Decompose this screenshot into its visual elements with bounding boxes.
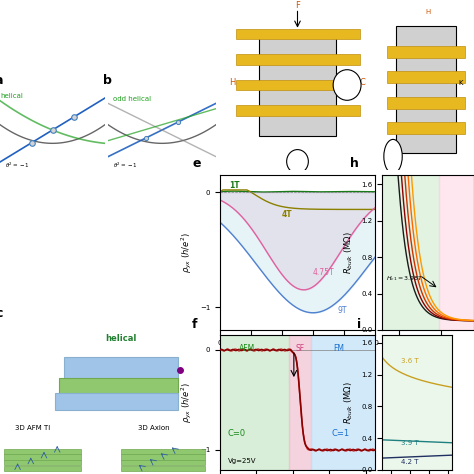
Text: odd helical: odd helical — [113, 96, 152, 101]
Text: 1T: 1T — [229, 181, 240, 190]
Text: 3.6 T: 3.6 T — [401, 358, 419, 364]
Text: C=0: C=0 — [228, 429, 246, 438]
X-axis label: $V_g$ (V): $V_g$ (V) — [284, 351, 310, 365]
Bar — [439, 175, 474, 330]
Text: V: V — [344, 82, 350, 91]
Bar — [289, 335, 311, 470]
Text: 3.9 T: 3.9 T — [401, 439, 419, 446]
Text: $\theta^2 = -1$: $\theta^2 = -1$ — [5, 160, 30, 170]
FancyBboxPatch shape — [121, 460, 205, 465]
Y-axis label: $R_{bulk}$ (M$\Omega$): $R_{bulk}$ (M$\Omega$) — [343, 231, 356, 274]
FancyBboxPatch shape — [4, 455, 82, 459]
Text: 3D Axion: 3D Axion — [138, 426, 170, 431]
Text: Vg=25V: Vg=25V — [228, 458, 256, 464]
Text: $H_{c1}=3.98T$: $H_{c1}=3.98T$ — [386, 274, 424, 283]
FancyBboxPatch shape — [64, 356, 178, 381]
Text: C=1: C=1 — [332, 429, 350, 438]
FancyBboxPatch shape — [4, 460, 82, 465]
Text: c: c — [0, 308, 3, 320]
FancyBboxPatch shape — [236, 80, 359, 90]
FancyBboxPatch shape — [396, 26, 456, 153]
FancyBboxPatch shape — [4, 448, 82, 454]
FancyBboxPatch shape — [236, 105, 359, 116]
FancyBboxPatch shape — [236, 55, 359, 64]
Text: ~: ~ — [293, 158, 301, 168]
Text: 4T: 4T — [282, 210, 292, 219]
Text: K: K — [295, 151, 300, 160]
Text: 4.75T: 4.75T — [313, 268, 335, 277]
Circle shape — [287, 150, 309, 173]
Y-axis label: $\rho_{yx}$ $(h/e^2)$: $\rho_{yx}$ $(h/e^2)$ — [180, 382, 194, 423]
Text: C: C — [360, 78, 365, 87]
Text: e: e — [192, 157, 201, 170]
Text: FM: FM — [333, 344, 344, 353]
FancyBboxPatch shape — [259, 34, 336, 136]
Text: helical: helical — [105, 334, 137, 343]
FancyBboxPatch shape — [59, 378, 178, 396]
Text: f: f — [192, 318, 198, 331]
Text: H: H — [425, 9, 430, 15]
Bar — [220, 335, 289, 470]
FancyBboxPatch shape — [55, 393, 178, 410]
FancyBboxPatch shape — [387, 72, 465, 83]
FancyBboxPatch shape — [236, 29, 359, 39]
Text: b: b — [102, 73, 111, 87]
Text: $\theta^2 = -1$: $\theta^2 = -1$ — [113, 160, 138, 170]
FancyBboxPatch shape — [387, 97, 465, 109]
FancyBboxPatch shape — [121, 448, 205, 454]
Text: 9T: 9T — [338, 306, 347, 315]
Text: a: a — [0, 73, 3, 87]
Circle shape — [384, 139, 402, 173]
Text: 4.2 T: 4.2 T — [401, 459, 419, 465]
Text: K: K — [458, 80, 463, 86]
Text: F: F — [295, 1, 300, 10]
Y-axis label: $R_{bulk}$ (M$\Omega$): $R_{bulk}$ (M$\Omega$) — [343, 381, 356, 424]
Text: helical: helical — [0, 93, 23, 99]
X-axis label: $\mu_0 H$ (T): $\mu_0 H$ (T) — [412, 351, 444, 365]
Text: H: H — [229, 78, 236, 87]
Text: A: A — [391, 155, 395, 161]
FancyBboxPatch shape — [387, 122, 465, 134]
Bar — [382, 335, 452, 470]
Bar — [382, 175, 439, 330]
FancyBboxPatch shape — [121, 455, 205, 459]
FancyBboxPatch shape — [387, 46, 465, 58]
Text: h: h — [350, 157, 359, 170]
Bar — [311, 335, 375, 470]
Text: AFM: AFM — [239, 344, 255, 353]
Y-axis label: $\rho_{yx}$ $(h/e^2)$: $\rho_{yx}$ $(h/e^2)$ — [180, 232, 194, 273]
FancyBboxPatch shape — [121, 466, 205, 471]
Text: i: i — [357, 318, 362, 331]
Circle shape — [333, 70, 361, 100]
Text: 3D AFM TI: 3D AFM TI — [15, 426, 51, 431]
FancyBboxPatch shape — [4, 466, 82, 471]
Text: SF: SF — [296, 344, 305, 353]
